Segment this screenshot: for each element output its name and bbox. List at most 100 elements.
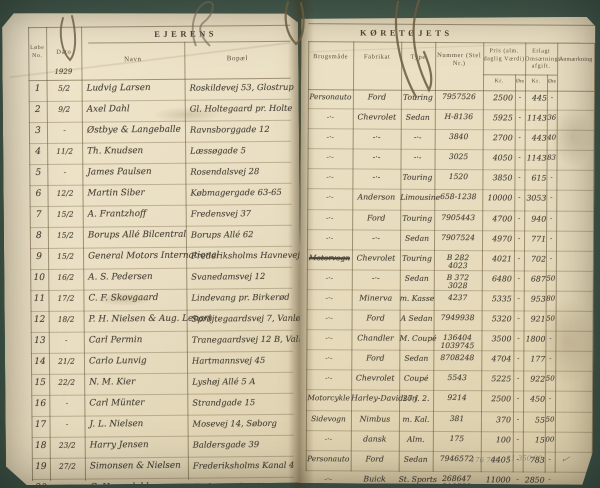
cell-dato: 11/2 bbox=[56, 146, 74, 156]
cell-dato: - bbox=[66, 482, 69, 488]
col-header-navn: Navn bbox=[124, 55, 142, 64]
cell-fabrikat: Minerva bbox=[359, 293, 393, 303]
cell-bopael: Lyshøj Allé 5 A bbox=[192, 376, 256, 387]
cell-pris-kr: 5925 bbox=[492, 113, 513, 123]
cell-type: Touring bbox=[403, 92, 433, 102]
cell-type: -·- bbox=[413, 153, 422, 163]
cell-dato: - bbox=[63, 167, 67, 177]
cell-type: Limousine bbox=[400, 193, 441, 203]
cell-pris-kr: 3850 bbox=[492, 173, 513, 183]
cell-navn: Carl Permin bbox=[88, 335, 143, 346]
cell-bopael: Fredensvej 37 bbox=[190, 208, 252, 219]
cell-erlagt-kr: 177 bbox=[530, 354, 546, 364]
cell-lobe-no: 3 bbox=[35, 125, 41, 137]
cell-pris-kr: 4021 bbox=[492, 254, 512, 264]
right-rows: Personauto Ford Touring 7957526 2500 - 4… bbox=[306, 89, 594, 488]
cell-dato: 12/2 bbox=[56, 188, 74, 198]
cell-pris-kr: 5320 bbox=[491, 314, 512, 324]
cell-lobe-no: 14 bbox=[34, 356, 46, 368]
table-row: 7 15/2 A. Frantzhoff Fredensvej 37 bbox=[30, 205, 292, 228]
cell-pris-ore: - bbox=[516, 475, 519, 484]
col-header-lobe-no: Løbe No. bbox=[30, 44, 45, 59]
cell-bopael: Strandgade 15 bbox=[192, 397, 256, 408]
cell-lobe-no: 10 bbox=[33, 272, 46, 284]
cell-pris-ore: - bbox=[518, 113, 522, 122]
cell-erlagt-ore: 40 bbox=[547, 133, 557, 142]
kr-ore-rule bbox=[483, 74, 557, 75]
cell-type: -·- bbox=[413, 132, 422, 143]
cell-nummer: 7949938 bbox=[440, 312, 475, 323]
col-header-anmaerkning: Anmærkning bbox=[558, 56, 593, 63]
cell-erlagt-ore: - bbox=[550, 194, 553, 203]
cell-nummer: 381 bbox=[449, 413, 465, 423]
cell-erlagt-ore: 36 bbox=[547, 113, 557, 122]
cell-bopael: Ravnsborggade 12 bbox=[189, 123, 270, 135]
col-header-pris: Pris (alm. daglig Værdi) bbox=[483, 48, 525, 62]
table-row: 15 22/2 N. M. Kier Lyshøj Allé 5 A bbox=[31, 373, 293, 396]
col-header-type: Type bbox=[410, 53, 426, 61]
table-row: -·- -·- -·- 3025 4050 - 1143 83 bbox=[307, 149, 593, 171]
cell-erlagt-kr: 450 bbox=[530, 394, 546, 405]
cell-pris-kr: 11000 bbox=[485, 475, 511, 485]
cell-dato: - bbox=[65, 398, 69, 408]
cell-bopael: Hartmannsvej 45 bbox=[191, 355, 266, 366]
cell-navn: C. Heyerdahl bbox=[90, 482, 149, 488]
left-rows: 1 5/2 Ludvig Larsen Roskildevej 53, Glos… bbox=[29, 79, 295, 488]
cell-erlagt-ore: 50 bbox=[546, 274, 556, 283]
cell-type: Sedan bbox=[405, 112, 430, 122]
cell-pris-ore: - bbox=[517, 254, 521, 263]
cell-pris-ore: - bbox=[516, 414, 520, 423]
table-row: Sidevogn Nimbus m. Kal. 381 370 - 55 50 bbox=[306, 411, 592, 433]
cell-type: Sedan bbox=[404, 353, 429, 364]
cell-dato: - bbox=[64, 335, 68, 345]
cell-navn: Østbye & Langeballe bbox=[86, 124, 181, 136]
table-row: Personauto Ford Touring 7957526 2500 - 4… bbox=[308, 89, 594, 111]
cell-type: Touring bbox=[402, 213, 433, 223]
cell-pris-ore: - bbox=[517, 294, 520, 303]
table-row: -·- Chevrolet Sedan H-8136 5925 - 1143 3… bbox=[308, 109, 594, 131]
cell-type: Touring bbox=[402, 173, 433, 183]
cell-pris-kr: 4970 bbox=[492, 233, 513, 244]
cell-lobe-no: 2 bbox=[34, 104, 41, 116]
cell-navn: J. L. Nielsen bbox=[89, 419, 144, 430]
cell-dato: 9/2 bbox=[58, 104, 71, 114]
table-row: 4 11/2 Th. Knudsen Læssøgade 5 bbox=[29, 142, 291, 165]
cell-brugsmaade: -·- bbox=[326, 112, 335, 122]
table-row: -·- Ford Touring 7905443 4700 - 940 - bbox=[307, 210, 593, 232]
cell-erlagt-kr: 443 bbox=[531, 133, 547, 143]
cell-bopael: Baldersgade 39 bbox=[192, 439, 260, 450]
cell-nummer: 268647 210753 bbox=[442, 473, 472, 488]
cell-erlagt-kr: 922 bbox=[530, 374, 546, 384]
cell-pris-kr: 370 bbox=[496, 414, 511, 424]
cell-fabrikat: dansk bbox=[363, 434, 387, 444]
cell-fabrikat: Buick bbox=[363, 474, 386, 484]
cell-fabrikat: -·- bbox=[372, 233, 380, 243]
table-row: 14 21/2 Carlo Lunvig Hartmannsvej 45 bbox=[31, 352, 293, 375]
cell-erlagt-ore: - bbox=[549, 334, 552, 343]
table-row: -·- Ford Sedan 8708248 4704 - 177 - bbox=[306, 350, 592, 372]
cell-lobe-no: 18 bbox=[34, 440, 47, 452]
cell-nummer: 3025 bbox=[448, 152, 469, 162]
cell-type: Sedan bbox=[405, 233, 430, 243]
cell-erlagt-ore: - bbox=[549, 234, 553, 243]
cell-fabrikat: -·- bbox=[371, 273, 380, 283]
cell-erlagt-ore: 80 bbox=[546, 294, 556, 303]
col-header-erlagt: Erlagt Omsætnings-afgift. bbox=[525, 48, 564, 70]
cell-navn: Martin Siber bbox=[87, 188, 145, 199]
cell-lobe-no: 7 bbox=[35, 209, 42, 221]
col-header-fabrikat: Fabrikat bbox=[363, 53, 391, 61]
cell-nummer: B 282 4023 bbox=[446, 252, 470, 270]
cell-navn: Th. Knudsen bbox=[87, 146, 144, 157]
table-row: 11 17/2 C. F. Skovgaard Lindevang pr. Bi… bbox=[30, 289, 292, 312]
cell-navn: Ludvig Larsen bbox=[86, 83, 151, 94]
cell-erlagt-kr: 1800 bbox=[525, 334, 546, 344]
cell-navn: N. M. Kier bbox=[89, 377, 136, 388]
sub-header-erlagt-ore: Øre bbox=[547, 78, 557, 85]
cell-dato: 15/2 bbox=[56, 230, 74, 240]
table-row: -·- dansk Alm. 175 100 - 15 00 bbox=[306, 431, 592, 453]
cell-erlagt-kr: 1143 bbox=[526, 153, 547, 163]
cell-erlagt-kr: 615 bbox=[531, 173, 547, 183]
table-row: 3 - Østbye & Langeballe Ravnsborggade 12 bbox=[29, 121, 291, 144]
cell-bopael: Rosendalsvej 28 bbox=[190, 166, 260, 177]
cell-nummer: 7907524 bbox=[441, 232, 476, 242]
